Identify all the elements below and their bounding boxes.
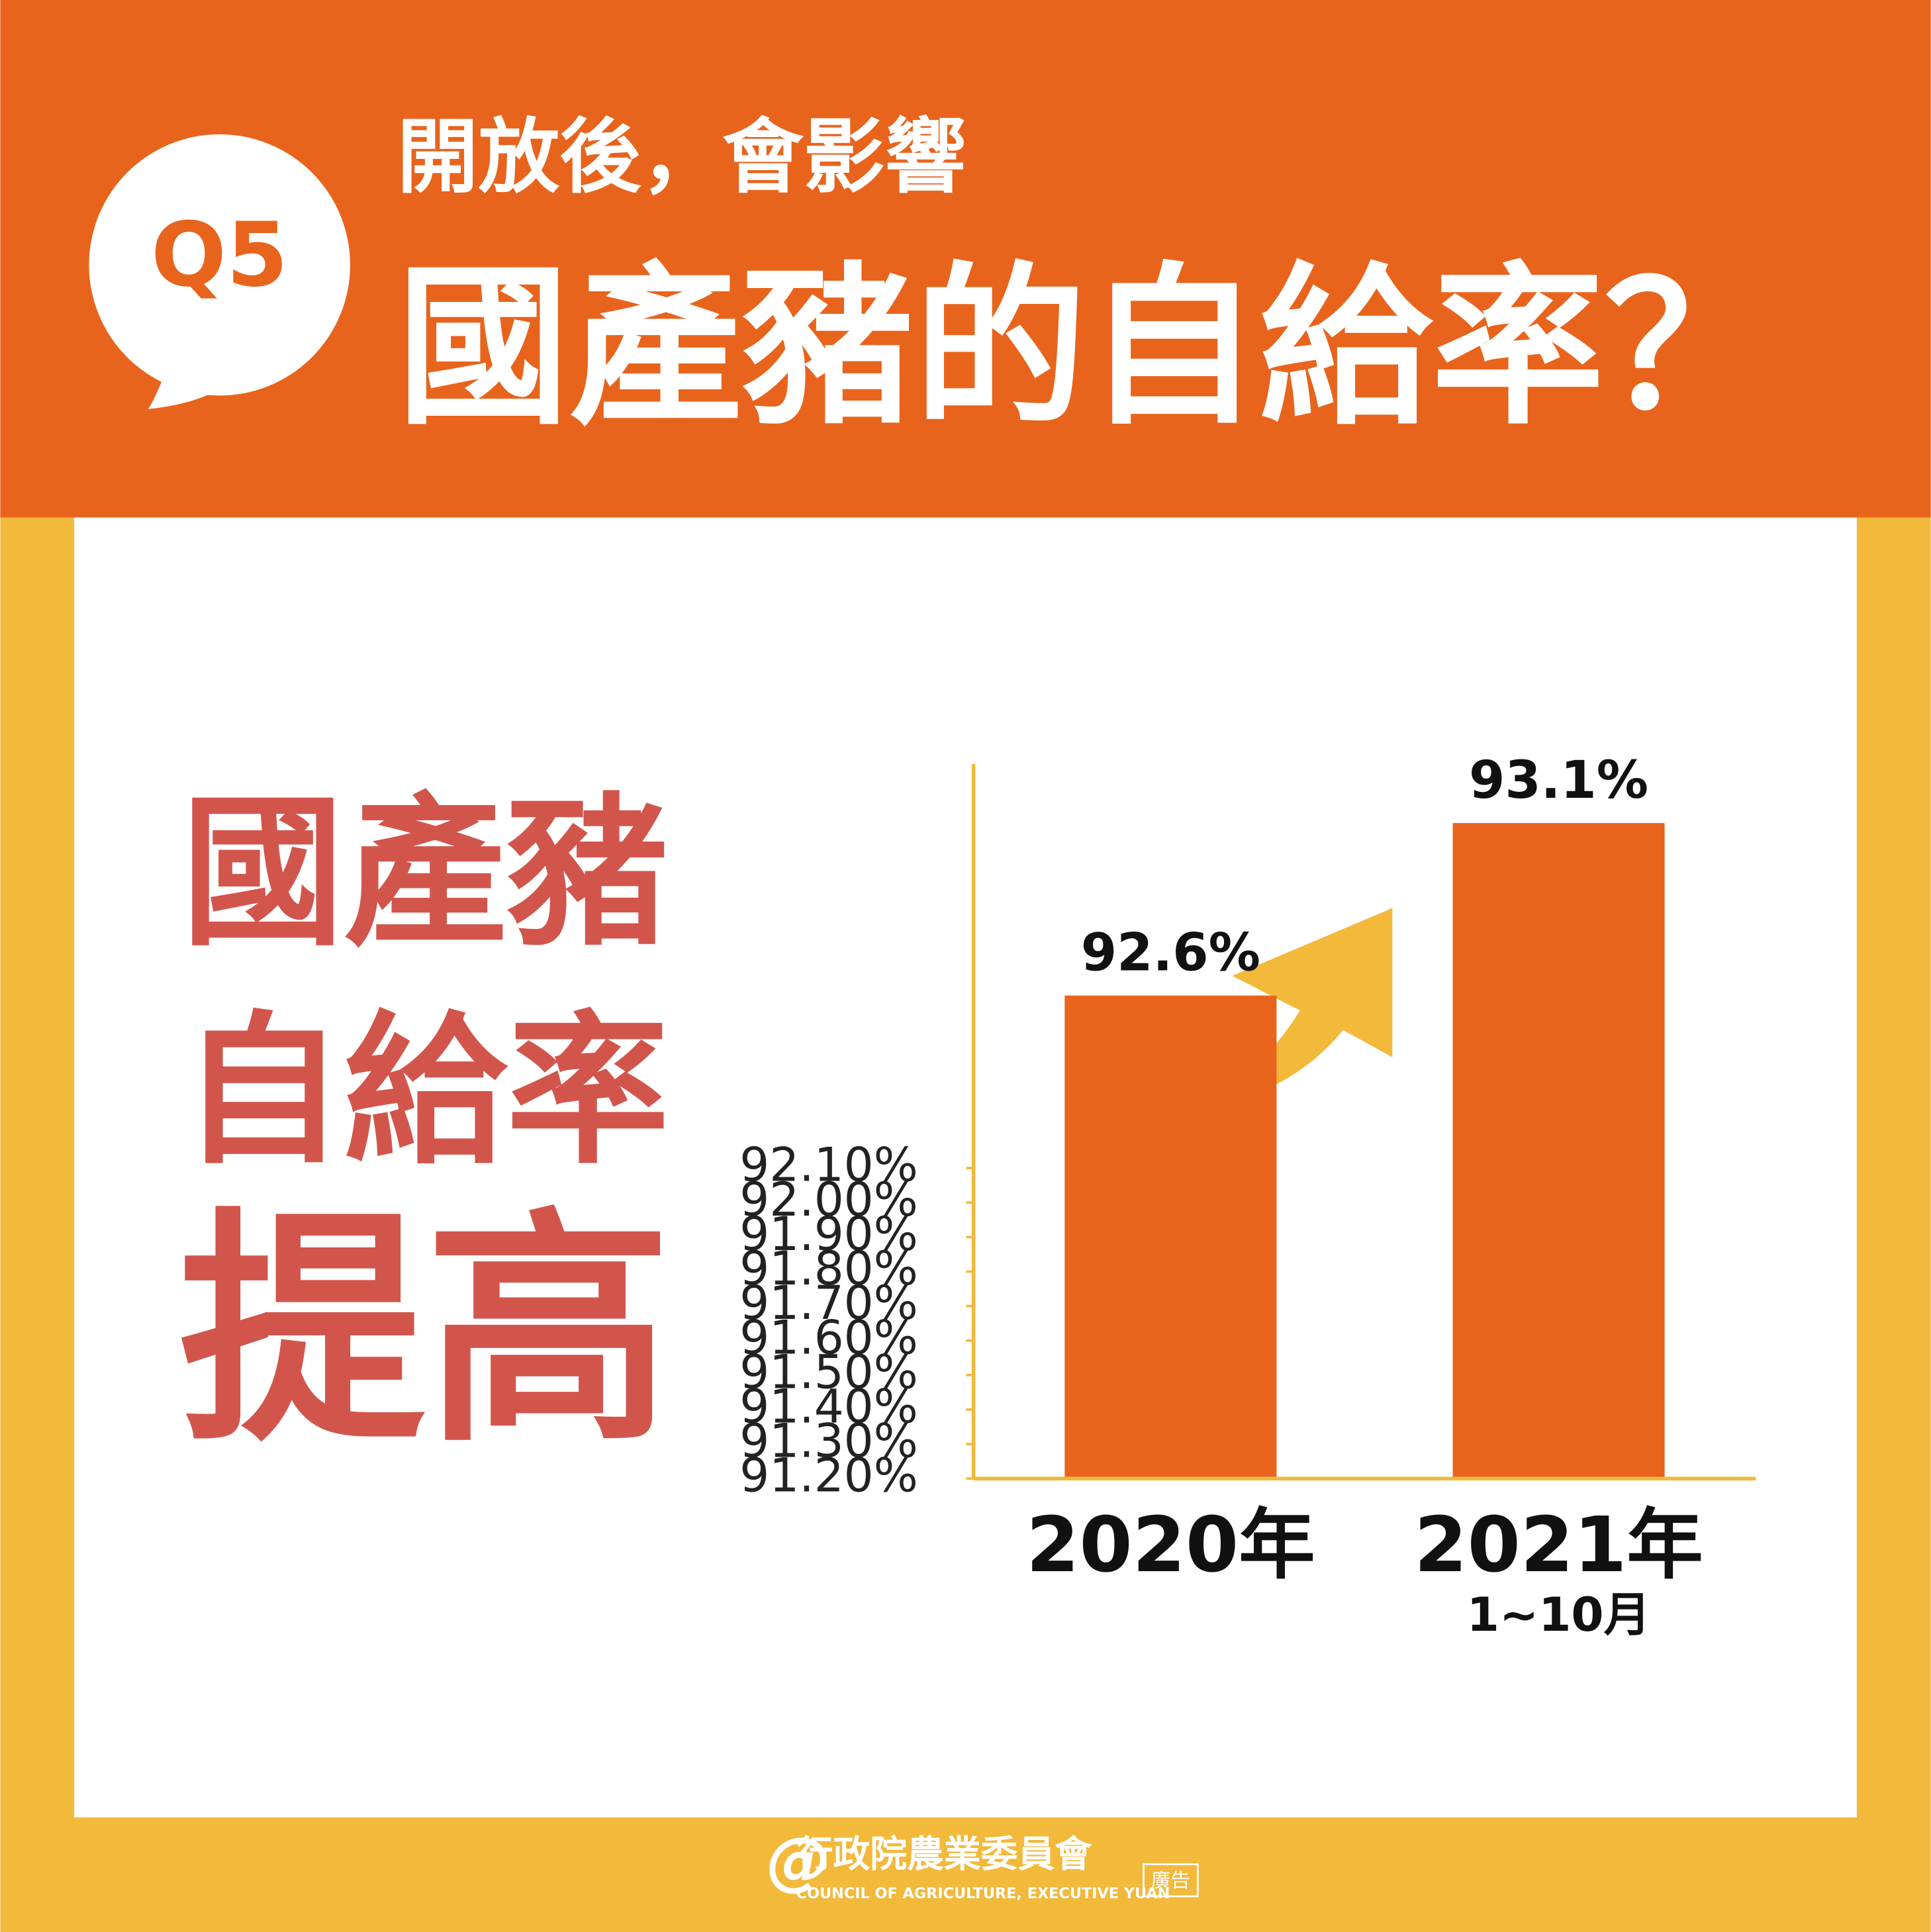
trend-arrow — [1109, 908, 1393, 1116]
y-tick-label: 92.00% — [739, 1172, 918, 1227]
headline: 提高 — [179, 1188, 671, 1475]
y-tick-label: 91.60% — [739, 1310, 918, 1365]
y-tick-label: 91.50% — [739, 1344, 918, 1399]
badge: Q5 — [151, 203, 288, 307]
y-tick-label: 92.10% — [739, 1137, 918, 1192]
tag-box — [1143, 1863, 1199, 1898]
speech-bubble — [89, 134, 350, 396]
logo: @ — [767, 1823, 831, 1898]
value-label: 92.6% — [1081, 923, 1260, 983]
y-tick-label: 91.40% — [739, 1378, 918, 1433]
x-tick-note: 1~10月 — [1467, 1587, 1651, 1642]
header-line1: 開放後，會影響 — [397, 109, 966, 204]
y-tick-label: 91.20% — [739, 1448, 918, 1503]
bar — [1064, 995, 1277, 1479]
y-tick-label: 91.70% — [739, 1275, 918, 1330]
value-label: 93.1% — [1469, 750, 1648, 810]
chart: 91.20%91.30%91.40%91.50%91.60%91.70%91.8… — [739, 750, 1756, 1642]
y-tick-label: 91.30% — [739, 1414, 918, 1469]
y-tick-label: 91.80% — [739, 1241, 918, 1296]
headline: 自給率 — [181, 996, 669, 1186]
bar — [1452, 823, 1665, 1479]
x-tick-label: 2020年 — [1026, 1501, 1315, 1590]
footer-tag: 廣告 — [1151, 1869, 1191, 1892]
header-line2: 國產豬的自給率？ — [397, 248, 1777, 448]
footer-org-en: COUNCIL OF AGRICULTURE, EXECUTIVE YUAN — [796, 1885, 1170, 1902]
footer-org: 行政院農業委員會 — [796, 1833, 1093, 1876]
y-tick-label: 91.90% — [739, 1206, 918, 1261]
x-tick-label: 2021年 — [1414, 1501, 1703, 1590]
bubble-tail — [148, 369, 228, 409]
headline: 國產豬 — [181, 779, 669, 968]
